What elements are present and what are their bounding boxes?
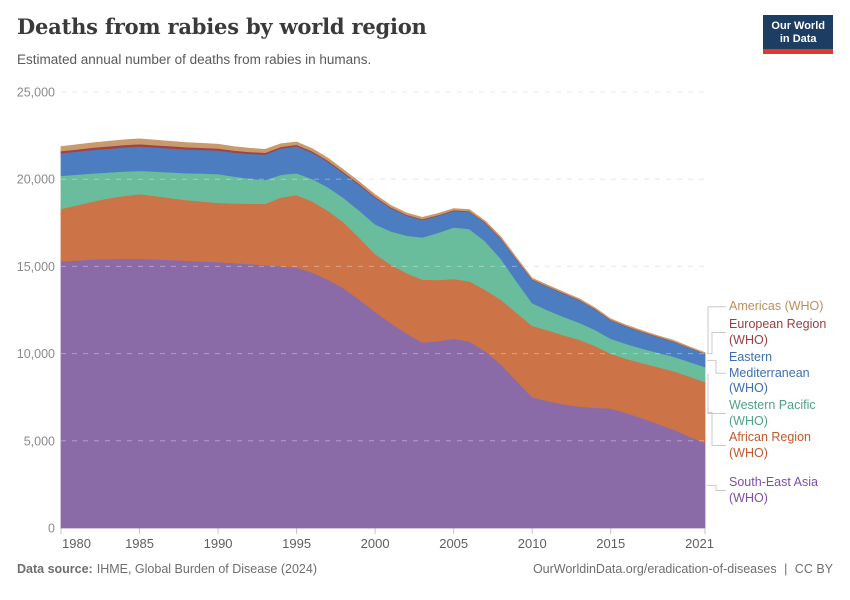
y-axis-label: 20,000 <box>17 173 55 187</box>
y-axis-label: 5,000 <box>24 434 55 448</box>
legend-item-eastern-mediterranean[interactable]: Eastern Mediterranean (WHO) <box>729 350 847 397</box>
footer: Data source: IHME, Global Burden of Disea… <box>17 562 833 576</box>
legend-label-line: Eastern <box>729 350 773 364</box>
legend-label-line: European Region <box>729 317 827 331</box>
footer-right: OurWorldinData.org/eradication-of-diseas… <box>529 562 833 576</box>
x-axis-label: 2010 <box>518 536 547 551</box>
owid-logo[interactable]: Our World in Data <box>763 15 833 54</box>
x-axis-label: 2021 <box>685 536 714 551</box>
y-axis-label: 15,000 <box>17 260 55 274</box>
legend-label-line: (WHO) <box>729 490 768 505</box>
y-axis-label: 10,000 <box>17 347 55 361</box>
legend-item-european-region[interactable]: European Region (WHO) <box>729 317 847 348</box>
x-axis-label: 2015 <box>596 536 625 551</box>
legend-item-african-region[interactable]: African Region (WHO) <box>729 430 847 461</box>
x-axis-label: 1995 <box>282 536 311 551</box>
legend-item-south-east-asia[interactable]: South-East Asia (WHO) <box>729 475 847 506</box>
x-axis-label: 1980 <box>62 536 91 551</box>
legend-label-line: (WHO) <box>729 413 768 428</box>
x-axis-label: 2005 <box>439 536 468 551</box>
area-americas[interactable] <box>60 138 706 354</box>
x-axis-label: 2000 <box>361 536 390 551</box>
chart-subtitle: Estimated annual number of deaths from r… <box>17 52 372 67</box>
owid-url-link[interactable]: OurWorldinData.org/eradication-of-diseas… <box>532 562 777 576</box>
y-axis-label: 0 <box>48 522 55 536</box>
x-axis-label: 1985 <box>125 536 154 551</box>
footer-divider: | <box>784 562 788 576</box>
legend-item-americas[interactable]: Americas (WHO) <box>729 299 847 315</box>
legend-label-line: African Region <box>729 430 811 444</box>
legend-label-line: Mediterranean <box>729 365 810 380</box>
legend-connector <box>707 411 726 446</box>
legend-item-western-pacific[interactable]: Western Pacific (WHO) <box>729 398 847 429</box>
license-label: CC BY <box>794 562 833 576</box>
legend-label-line: (WHO) <box>729 332 768 347</box>
legend-label-line: (WHO) <box>729 381 768 395</box>
owid-logo-line1: Our World <box>771 20 825 32</box>
legend-connector <box>707 332 726 355</box>
legend-label-line: Americas (WHO) <box>729 299 824 313</box>
x-axis-label: 1990 <box>204 536 233 551</box>
legend-connector <box>707 306 726 354</box>
legend-label-line: South-East Asia <box>729 475 818 489</box>
page-title: Deaths from rabies by world region <box>17 14 427 39</box>
legend-connector <box>707 484 726 491</box>
data-source-label: Data source: <box>17 562 93 576</box>
legend-label-line: (WHO) <box>729 445 768 460</box>
legend-label-line: Western Pacific <box>729 398 816 412</box>
data-source: Data source: IHME, Global Burden of Disea… <box>17 562 317 576</box>
y-axis-label: 25,000 <box>17 86 55 100</box>
data-source-value: IHME, Global Burden of Disease (2024) <box>96 562 317 576</box>
legend-connector <box>707 359 726 374</box>
owid-logo-line2: in Data <box>779 33 817 45</box>
legend-connector <box>707 373 726 414</box>
